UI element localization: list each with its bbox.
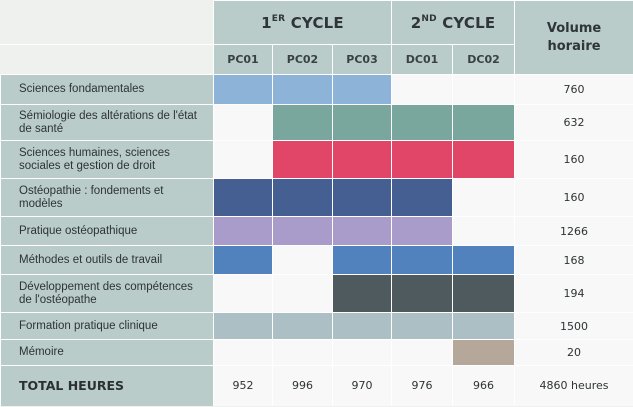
period-cell [452, 104, 516, 141]
period-pc02: PC02 [272, 44, 333, 75]
period-pc03: PC03 [331, 44, 393, 75]
cycle1-title: 1ER CYCLE [212, 0, 393, 45]
table-row: Méthodes et outils de travail 168 [0, 245, 633, 275]
period-cell [213, 312, 273, 340]
row-hours: 760 [514, 74, 633, 105]
period-cell [331, 245, 393, 275]
row-label: Sémiologie des altérations de l'état de … [0, 104, 214, 141]
period-pc01: PC01 [213, 44, 273, 75]
total-overall: 4860 heures [514, 365, 633, 406]
table-row: Mémoire 20 [0, 339, 633, 366]
row-hours: 632 [514, 104, 633, 141]
header-blank [0, 0, 214, 45]
total-row: TOTAL HEURES 952 996 970 976 966 4860 he… [0, 365, 633, 406]
header-blank-2 [0, 44, 214, 75]
table-row: Formation pratique clinique 1500 [0, 312, 633, 340]
row-hours: 1500 [514, 312, 633, 340]
period-cell [452, 274, 516, 313]
row-hours: 1266 [514, 216, 633, 246]
row-label: Sciences fondamentales [0, 74, 214, 105]
cycle2-title: 2ND CYCLE [391, 0, 516, 45]
period-cell [331, 312, 393, 340]
period-cell [213, 178, 273, 217]
period-cell [213, 245, 273, 275]
row-label: Sciences humaines, sciences sociales et … [0, 140, 214, 179]
period-cell [213, 140, 273, 179]
period-dc01: DC01 [391, 44, 454, 75]
period-cell [391, 216, 454, 246]
table-row: Développement des compétences de l'ostéo… [0, 274, 633, 313]
period-cell [391, 274, 454, 313]
total-pc01: 952 [213, 365, 273, 406]
period-cell [272, 140, 333, 179]
period-cell [331, 178, 393, 217]
row-label: Développement des compétences de l'ostéo… [0, 274, 214, 313]
period-cell [391, 140, 454, 179]
period-cell [452, 216, 516, 246]
total-dc02: 966 [452, 365, 516, 406]
total-label: TOTAL HEURES [0, 365, 214, 406]
table-row: Sémiologie des altérations de l'état de … [0, 104, 633, 141]
row-hours: 168 [514, 245, 633, 275]
period-cell [452, 245, 516, 275]
table-row: Sciences humaines, sciences sociales et … [0, 140, 633, 179]
period-cell [272, 274, 333, 313]
period-cell [272, 245, 333, 275]
period-cell [272, 178, 333, 217]
period-cell [391, 104, 454, 141]
period-cell [331, 274, 393, 313]
period-cell [272, 104, 333, 141]
total-pc03: 970 [331, 365, 393, 406]
row-label: Ostéopathie : fondements et modèles [0, 178, 214, 217]
row-hours: 160 [514, 178, 633, 217]
period-cell [272, 216, 333, 246]
period-cell [331, 339, 393, 366]
period-cell [272, 74, 333, 105]
period-cell [391, 245, 454, 275]
row-hours: 194 [514, 274, 633, 313]
period-cell [452, 312, 516, 340]
period-cell [272, 339, 333, 366]
period-cell [213, 216, 273, 246]
period-cell [391, 312, 454, 340]
period-cell [391, 178, 454, 217]
period-cell [391, 74, 454, 105]
table-row: Ostéopathie : fondements et modèles 160 [0, 178, 633, 217]
period-cell [213, 74, 273, 105]
period-cell [331, 140, 393, 179]
table-row: Sciences fondamentales 760 [0, 74, 633, 105]
total-dc01: 976 [391, 365, 454, 406]
period-cell [452, 339, 516, 366]
period-cell [213, 339, 273, 366]
period-dc02: DC02 [452, 44, 516, 75]
row-label: Formation pratique clinique [0, 312, 214, 340]
volume-horaire-header: Volume horaire [514, 0, 633, 75]
row-label: Mémoire [0, 339, 214, 366]
row-hours: 20 [514, 339, 633, 366]
period-cell [213, 274, 273, 313]
row-hours: 160 [514, 140, 633, 179]
period-cell [452, 140, 516, 179]
period-cell [452, 178, 516, 217]
period-cell [213, 104, 273, 141]
row-label: Pratique ostéopathique [0, 216, 214, 246]
period-cell [272, 312, 333, 340]
period-cell [331, 216, 393, 246]
period-cell [452, 74, 516, 105]
total-pc02: 996 [272, 365, 333, 406]
period-cell [331, 104, 393, 141]
period-cell [391, 339, 454, 366]
table-row: Pratique ostéopathique 1266 [0, 216, 633, 246]
period-cell [331, 74, 393, 105]
row-label: Méthodes et outils de travail [0, 245, 214, 275]
